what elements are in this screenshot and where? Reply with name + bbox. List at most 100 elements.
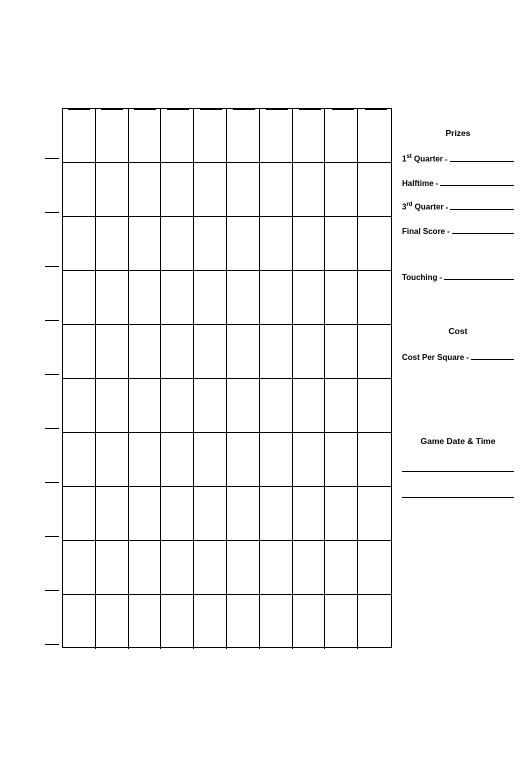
grid-cell[interactable] <box>194 433 227 486</box>
final-score-blank[interactable] <box>452 226 514 234</box>
grid-cell[interactable] <box>161 433 194 486</box>
q1-blank[interactable] <box>450 154 514 162</box>
halftime-blank[interactable] <box>440 178 514 186</box>
grid-cell[interactable] <box>358 595 391 649</box>
grid-cell[interactable] <box>161 487 194 540</box>
grid-cell[interactable] <box>96 217 129 270</box>
grid-cell[interactable] <box>63 163 96 216</box>
grid-cell[interactable] <box>194 217 227 270</box>
grid-cell[interactable] <box>260 379 293 432</box>
grid-cell[interactable] <box>161 109 194 162</box>
grid-cell[interactable] <box>96 487 129 540</box>
grid-cell[interactable] <box>358 109 391 162</box>
grid-cell[interactable] <box>227 433 260 486</box>
grid-cell[interactable] <box>260 487 293 540</box>
grid-cell[interactable] <box>260 541 293 594</box>
grid-cell[interactable] <box>161 379 194 432</box>
grid-cell[interactable] <box>358 325 391 378</box>
grid-cell[interactable] <box>194 325 227 378</box>
grid-cell[interactable] <box>63 433 96 486</box>
grid-cell[interactable] <box>161 325 194 378</box>
grid-cell[interactable] <box>96 325 129 378</box>
grid-cell[interactable] <box>325 109 358 162</box>
date-blank[interactable] <box>402 462 514 472</box>
grid-cell[interactable] <box>63 487 96 540</box>
grid-cell[interactable] <box>293 163 326 216</box>
grid-cell[interactable] <box>293 595 326 649</box>
grid-cell[interactable] <box>129 109 162 162</box>
left-blank[interactable] <box>44 270 60 324</box>
grid-cell[interactable] <box>358 271 391 324</box>
grid-cell[interactable] <box>260 325 293 378</box>
grid-cell[interactable] <box>325 379 358 432</box>
grid-cell[interactable] <box>293 379 326 432</box>
time-blank[interactable] <box>402 488 514 498</box>
grid-cell[interactable] <box>293 271 326 324</box>
grid-cell[interactable] <box>194 541 227 594</box>
grid-cell[interactable] <box>63 541 96 594</box>
left-blank[interactable] <box>44 162 60 216</box>
grid-cell[interactable] <box>194 487 227 540</box>
grid-cell[interactable] <box>325 541 358 594</box>
grid-cell[interactable] <box>129 541 162 594</box>
grid-cell[interactable] <box>325 325 358 378</box>
grid-cell[interactable] <box>129 487 162 540</box>
grid-cell[interactable] <box>227 271 260 324</box>
grid-cell[interactable] <box>358 217 391 270</box>
grid-cell[interactable] <box>293 109 326 162</box>
grid-cell[interactable] <box>63 379 96 432</box>
grid-cell[interactable] <box>227 487 260 540</box>
grid-cell[interactable] <box>129 379 162 432</box>
grid-cell[interactable] <box>129 271 162 324</box>
grid-cell[interactable] <box>129 217 162 270</box>
grid-cell[interactable] <box>358 163 391 216</box>
grid-cell[interactable] <box>260 271 293 324</box>
touching-blank[interactable] <box>444 272 514 280</box>
grid-cell[interactable] <box>96 541 129 594</box>
grid-cell[interactable] <box>227 163 260 216</box>
grid-cell[interactable] <box>325 595 358 649</box>
grid-cell[interactable] <box>161 595 194 649</box>
grid-cell[interactable] <box>358 433 391 486</box>
grid-cell[interactable] <box>129 325 162 378</box>
grid-cell[interactable] <box>227 379 260 432</box>
grid-cell[interactable] <box>194 271 227 324</box>
cost-per-square-blank[interactable] <box>471 352 514 360</box>
grid-cell[interactable] <box>227 541 260 594</box>
left-blank[interactable] <box>44 486 60 540</box>
left-blank[interactable] <box>44 540 60 594</box>
grid-cell[interactable] <box>96 433 129 486</box>
grid-cell[interactable] <box>63 217 96 270</box>
grid-cell[interactable] <box>293 487 326 540</box>
grid-cell[interactable] <box>358 379 391 432</box>
grid-cell[interactable] <box>260 109 293 162</box>
q3-blank[interactable] <box>450 202 514 210</box>
left-blank[interactable] <box>44 594 60 648</box>
grid-cell[interactable] <box>96 109 129 162</box>
grid-cell[interactable] <box>325 163 358 216</box>
grid-cell[interactable] <box>194 379 227 432</box>
grid-cell[interactable] <box>227 109 260 162</box>
grid-cell[interactable] <box>194 595 227 649</box>
grid-cell[interactable] <box>293 325 326 378</box>
grid-cell[interactable] <box>161 271 194 324</box>
grid-cell[interactable] <box>96 595 129 649</box>
grid-cell[interactable] <box>96 379 129 432</box>
grid-cell[interactable] <box>260 217 293 270</box>
grid-cell[interactable] <box>293 217 326 270</box>
grid-cell[interactable] <box>227 595 260 649</box>
grid-cell[interactable] <box>325 487 358 540</box>
grid-cell[interactable] <box>129 433 162 486</box>
grid-cell[interactable] <box>293 433 326 486</box>
grid-cell[interactable] <box>260 433 293 486</box>
grid-cell[interactable] <box>325 271 358 324</box>
grid-cell[interactable] <box>161 163 194 216</box>
grid-cell[interactable] <box>63 325 96 378</box>
grid-cell[interactable] <box>161 217 194 270</box>
left-blank[interactable] <box>44 324 60 378</box>
left-blank[interactable] <box>44 108 60 162</box>
grid-cell[interactable] <box>227 217 260 270</box>
grid-cell[interactable] <box>129 163 162 216</box>
left-blank[interactable] <box>44 378 60 432</box>
grid-cell[interactable] <box>96 271 129 324</box>
